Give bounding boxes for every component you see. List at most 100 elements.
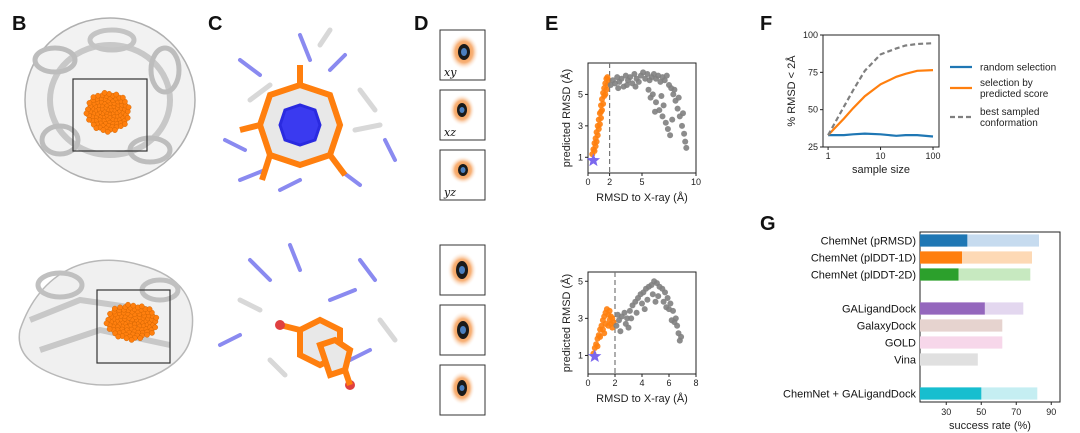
x-axis-label: RMSD to X-ray (Å): [596, 392, 688, 405]
x-tick-label: 10: [691, 177, 701, 187]
pose-dot: [128, 337, 135, 343]
pose-dot: [104, 129, 111, 135]
scatter-point-near: [605, 322, 612, 329]
pose-dot: [137, 335, 143, 342]
x-axis-label: RMSD to X-ray (Å): [596, 191, 688, 204]
x-tick-label: 6: [666, 378, 671, 388]
y-tick-label: 1: [578, 350, 583, 360]
panel-c-bottom-structure: [218, 243, 398, 390]
scatter-point-far: [647, 94, 654, 101]
scatter-point-far: [626, 307, 633, 314]
scatter-point-far: [632, 83, 639, 90]
legend-label-2: best sampled conformation: [980, 107, 1039, 129]
scatter-point-near: [591, 148, 598, 154]
pose-dot: [144, 331, 150, 338]
chart-e-bottom: 0 2 4 6 8 1 3 5 RMSD to X-ray (Å) predicted RMSD …: [560, 271, 699, 405]
x-tick-label: 5: [639, 177, 644, 187]
chart-g: ChemNet (pRMSD) ChemNet (plDDT-1D) ChemNet…: [783, 231, 1061, 432]
panel-letter-b: B: [12, 13, 26, 35]
pose-dot: [125, 301, 131, 308]
scatter-point-near: [596, 121, 603, 128]
pose-dot: [115, 333, 121, 340]
pose-dot: [153, 314, 160, 321]
pose-dot: [146, 306, 153, 312]
method-label: ChemNet (plDDT-1D): [811, 253, 916, 265]
scatter-point-far: [644, 296, 651, 303]
bar-dark: [920, 268, 959, 281]
y-axis-label: predicted RMSD (Å): [560, 274, 573, 372]
bar-dark: [920, 387, 982, 400]
x-tick-label: 10: [876, 151, 886, 161]
scatter-point-far: [652, 108, 658, 115]
pose-dot: [138, 303, 145, 310]
x-tick-label: 70: [1011, 407, 1021, 417]
pose-dot: [112, 305, 118, 312]
scatter-point-far: [625, 324, 632, 331]
scatter-point-far: [668, 317, 675, 324]
scatter-point-far: [667, 300, 674, 307]
scatter-point-far: [663, 304, 670, 311]
scatter-point-far: [679, 122, 685, 129]
bar-light: [920, 319, 1003, 332]
y-tick-label: 50: [808, 105, 818, 115]
pose-dot: [106, 326, 113, 332]
scatter-point-far: [614, 311, 621, 318]
bar-light: [920, 353, 978, 366]
scatter-point-far: [680, 110, 686, 117]
scatter-point-far: [655, 293, 662, 300]
panel-d-top-densities: xy xz yz: [439, 29, 486, 201]
scatter-point-far: [645, 86, 652, 93]
scatter-point-near: [597, 333, 604, 340]
panel-b-top-protein: [24, 17, 196, 183]
pose-dot: [83, 110, 90, 117]
scatter-point-far: [660, 102, 667, 109]
plot-frame: [822, 34, 940, 148]
scatter-point-far: [674, 105, 681, 112]
scatter-point-near: [594, 132, 601, 139]
ligand-pose-cloud: [83, 90, 132, 135]
pose-dot: [86, 100, 93, 106]
x-tick-label: 8: [693, 378, 698, 388]
chart-f: 1 10 100 25 50 75 100 sample size % RMSD < 2Å ran…: [785, 30, 1056, 176]
scatter-point-far: [682, 138, 689, 145]
scatter-point-far: [628, 315, 635, 322]
panel-c-top-structure: [223, 27, 397, 192]
pose-dot: [106, 91, 112, 97]
ligand-pose-cloud: [103, 301, 160, 343]
method-label: GalaxyDock: [857, 321, 917, 333]
y-tick-label: 100: [803, 30, 818, 40]
scatter-point-near: [598, 115, 604, 121]
scatter-point-near: [609, 315, 616, 322]
pose-dot: [149, 330, 155, 336]
bar-dark: [920, 234, 968, 247]
scatter-point-far: [631, 71, 638, 77]
scatter-point-far: [635, 78, 642, 85]
scatter-point-far: [641, 306, 648, 313]
series-line-0: [828, 132, 934, 138]
scatter-point-far: [664, 126, 671, 132]
pose-dot: [130, 302, 137, 309]
pose-dot: [93, 125, 100, 131]
x-tick-label: 90: [1046, 407, 1056, 417]
scatter-point-near: [603, 86, 610, 93]
pose-dot: [122, 121, 128, 127]
scatter-point-far: [617, 328, 624, 335]
d-label-xz: xz: [444, 126, 456, 139]
scatter-point-far: [633, 309, 640, 316]
scatter-point-far: [658, 93, 665, 99]
x-tick-label: 2: [612, 378, 617, 388]
legend-label-0: random selection: [980, 63, 1056, 74]
scatter-point-far: [615, 85, 622, 92]
scatter-point-near: [595, 126, 602, 132]
pose-dot: [152, 324, 158, 331]
y-tick-label: 5: [578, 276, 583, 286]
method-label: GOLD: [885, 338, 916, 350]
panel-b-bottom-protein: [18, 259, 194, 386]
bar-light: [920, 336, 1003, 349]
scatter-point-near: [593, 138, 600, 145]
d-label-xy: xy: [444, 66, 457, 79]
scatter-point-far: [662, 119, 669, 126]
scatter-point-far: [644, 71, 651, 77]
xray-star-marker: [586, 153, 601, 167]
scatter-point-near: [592, 143, 599, 150]
